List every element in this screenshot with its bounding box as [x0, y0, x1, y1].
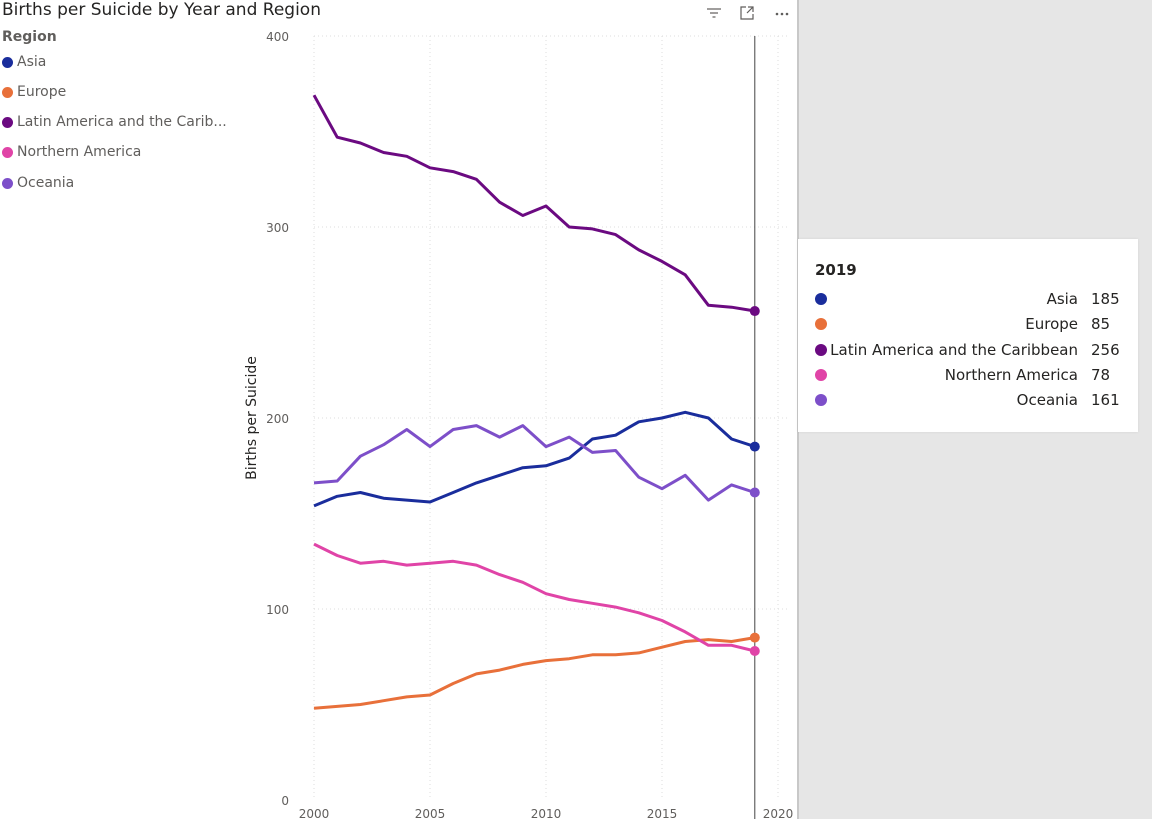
x-tick-label: 2020 — [763, 807, 794, 819]
highlight-point[interactable] — [749, 632, 760, 643]
focus-mode-icon[interactable] — [738, 4, 756, 22]
x-tick-label: 2005 — [415, 807, 446, 819]
highlight-point[interactable] — [749, 306, 760, 317]
legend-label: Latin America and the Carib... — [17, 114, 227, 130]
tooltip-label: Northern America — [944, 365, 1078, 384]
tooltip-value: 161 — [1091, 391, 1120, 410]
legend-label: Northern America — [17, 144, 142, 160]
tooltip-marker — [815, 394, 827, 407]
y-tick-label: 0 — [281, 794, 289, 808]
legend-item[interactable]: Europe — [2, 82, 66, 102]
legend-label: Europe — [17, 84, 67, 100]
y-tick-label: 300 — [266, 221, 289, 235]
tooltip-marker — [815, 368, 827, 381]
tooltip-label: Europe — [1025, 315, 1078, 334]
legend-marker — [2, 56, 13, 68]
tooltip-row: Latin America and the Caribbean 256 — [815, 341, 1120, 361]
series-line-asia[interactable] — [313, 410, 756, 508]
x-tick-label: 2010 — [531, 807, 562, 819]
tooltip-row: Oceania 161 — [815, 391, 1120, 411]
tooltip-label: Asia — [1046, 290, 1078, 308]
tooltip-marker — [815, 343, 827, 356]
legend-item[interactable]: Northern America — [2, 142, 141, 162]
legend-label: Asia — [17, 54, 47, 70]
highlight-point[interactable] — [749, 441, 760, 452]
legend-title: Region — [2, 29, 57, 45]
tooltip-label: Latin America and the Caribbean — [830, 340, 1078, 359]
line-chart[interactable]: 0 100 200 300 400 2000 2005 2010 2015 2020 Births … — [0, 0, 797, 819]
legend-marker — [2, 146, 13, 158]
series-line-oceania[interactable] — [313, 424, 756, 502]
tooltip-row: Asia 185 — [815, 290, 1120, 310]
legend-marker — [2, 86, 13, 98]
series-line-latin-america-and-the-caribbean[interactable] — [312, 94, 756, 313]
x-tick-label: 2000 — [299, 807, 330, 819]
tooltip-title: 2019 — [815, 261, 857, 279]
tooltip-row: Europe 85 — [815, 315, 1120, 335]
series-line-europe[interactable] — [313, 636, 756, 710]
legend-marker — [2, 177, 13, 189]
chart-title: Births per Suicide by Year and Region — [2, 0, 321, 20]
series-line-northern-america[interactable] — [313, 542, 756, 653]
chart-visual[interactable] — [0, 0, 797, 819]
y-tick-label: 400 — [266, 30, 289, 44]
y-tick-label: 200 — [266, 412, 289, 426]
legend-item[interactable]: Latin America and the Carib... — [2, 112, 227, 132]
more-options-icon[interactable] — [773, 4, 791, 22]
tooltip-label: Oceania — [1016, 391, 1078, 410]
x-tick-label: 2015 — [647, 807, 678, 819]
tooltip-row: Northern America 78 — [815, 366, 1120, 386]
tooltip-marker — [815, 318, 827, 331]
tooltip-value: 85 — [1091, 315, 1111, 334]
tooltip-marker — [815, 293, 827, 305]
legend-item[interactable]: Asia — [2, 52, 46, 72]
y-tick-label: 100 — [266, 603, 289, 617]
filter-icon[interactable] — [705, 4, 723, 22]
legend-item[interactable]: Oceania — [2, 173, 74, 193]
tooltip-value: 185 — [1091, 290, 1120, 308]
tooltip: 2019 Asia 185 Europe 85 Latin America and th… — [798, 239, 1138, 432]
highlight-point[interactable] — [749, 487, 760, 498]
legend-marker — [2, 116, 13, 128]
tooltip-value: 256 — [1091, 340, 1120, 359]
highlight-point[interactable] — [749, 646, 760, 657]
legend-label: Oceania — [17, 175, 75, 191]
y-axis-title: Births per Suicide — [244, 356, 260, 480]
tooltip-value: 78 — [1091, 365, 1111, 384]
